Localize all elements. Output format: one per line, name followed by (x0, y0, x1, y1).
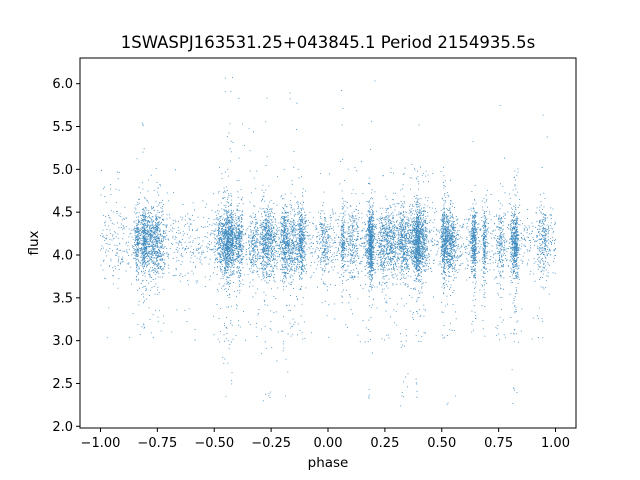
y-tick-label: 3.0 (52, 334, 73, 349)
y-tick-label: 5.5 (52, 120, 73, 135)
x-tick-label: 0.75 (484, 436, 513, 451)
y-axis-label: flux (26, 230, 42, 255)
y-tick-label: 2.0 (52, 420, 73, 435)
x-axis: −1.00 −0.75 −0.50 −0.25 0.00 0.25 0.50 0.75 1.00 (81, 428, 570, 451)
y-tick-label: 5.0 (52, 163, 73, 178)
x-axis-label: phase (308, 455, 349, 471)
x-tick-label: 0.25 (370, 436, 399, 451)
x-tick-label: 0.50 (427, 436, 456, 451)
x-tick-label: −1.00 (81, 436, 121, 451)
x-tick-label: −0.50 (194, 436, 234, 451)
y-tick-label: 3.5 (52, 291, 73, 306)
y-tick-label: 4.0 (52, 248, 73, 263)
y-tick-label: 6.0 (52, 77, 73, 92)
x-tick-label: 1.00 (541, 436, 570, 451)
data-points (100, 77, 556, 407)
y-tick-label: 2.5 (52, 377, 73, 392)
x-tick-label: −0.75 (137, 436, 177, 451)
x-tick-label: 0.00 (314, 436, 343, 451)
y-tick-label: 4.5 (52, 206, 73, 221)
y-axis: 2.0 2.5 3.0 3.5 4.0 4.5 5.0 5.5 6.0 (52, 77, 80, 435)
x-tick-label: −0.25 (251, 436, 291, 451)
chart-title: 1SWASPJ163531.25+043845.1 Period 2154935… (121, 33, 536, 52)
scatter-points (100, 77, 556, 407)
